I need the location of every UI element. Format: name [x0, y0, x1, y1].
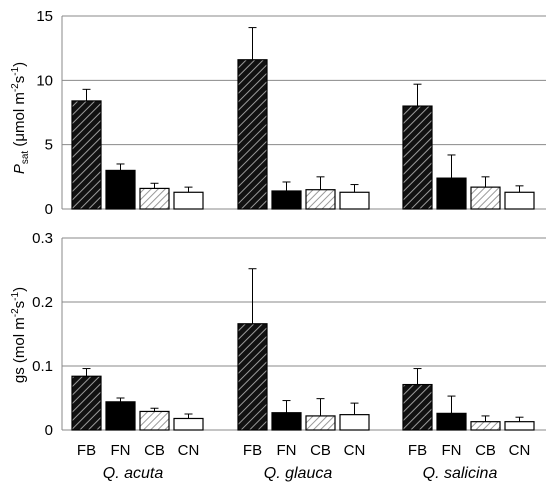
y-tick-label: 5	[45, 137, 53, 154]
bar-fb	[71, 100, 102, 210]
bar-cn	[504, 191, 535, 210]
bar-fn	[105, 401, 136, 431]
bar-cb	[139, 410, 170, 431]
gs-grid	[61, 237, 546, 431]
bar-cb	[139, 187, 170, 210]
psat-panel: 0 5 10 15 Psat (μmol m-2s-1)	[10, 8, 546, 218]
bar-fb	[237, 323, 268, 431]
x-category-label: FN	[442, 442, 462, 459]
bar-fn	[436, 177, 467, 210]
bar-fn	[271, 190, 302, 210]
gs-error-bars	[82, 268, 524, 422]
x-category-label: FN	[277, 442, 297, 459]
species-labels: Q. acuta Q. glauca Q. salicina	[103, 465, 498, 482]
y-tick-label: 0	[45, 201, 53, 218]
bar-cn	[173, 191, 204, 210]
y-tick-label: 0	[45, 422, 53, 439]
x-category-label: FB	[77, 442, 96, 459]
gs-panel: 0 0.1 0.2 0.3 gs (mol m-2s-1)	[10, 230, 546, 439]
y-tick-label: 0.2	[32, 294, 53, 311]
bar-cb	[305, 189, 336, 210]
psat-error-bars	[82, 27, 524, 193]
psat-y-ticks: 0 5 10 15	[36, 8, 53, 218]
y-tick-label: 15	[36, 8, 53, 25]
x-category-labels: FB FN CB CN FB FN CB CN FB FN CB CN	[77, 442, 530, 459]
x-category-label: CN	[178, 442, 200, 459]
bar-fn	[105, 169, 136, 210]
bar-fb	[402, 383, 433, 431]
bar-cb	[470, 186, 501, 210]
x-category-label: CN	[344, 442, 366, 459]
x-category-label: FN	[111, 442, 131, 459]
x-category-label: FB	[408, 442, 427, 459]
bar-cb	[470, 421, 501, 431]
species-label: Q. glauca	[264, 465, 333, 482]
x-category-label: FB	[243, 442, 262, 459]
gs-y-ticks: 0 0.1 0.2 0.3	[32, 230, 53, 439]
bar-fb	[402, 105, 433, 210]
psat-bars	[71, 59, 535, 210]
bar-fb	[71, 375, 102, 431]
gs-bars	[71, 323, 535, 431]
bar-cn	[173, 417, 204, 431]
x-category-label: CN	[509, 442, 531, 459]
y-tick-label: 10	[36, 72, 53, 89]
y-tick-label: 0.3	[32, 230, 53, 247]
x-category-label: CB	[475, 442, 496, 459]
bar-fn	[436, 412, 467, 431]
bar-cb	[305, 415, 336, 431]
species-label: Q. acuta	[103, 465, 164, 482]
y-tick-label: 0.1	[32, 358, 53, 375]
psat-y-axis-label: Psat (μmol m-2s-1)	[10, 62, 31, 174]
bar-fn	[271, 412, 302, 431]
x-category-label: CB	[310, 442, 331, 459]
bar-cn	[339, 414, 370, 431]
bar-fb	[237, 59, 268, 210]
species-label: Q. salicina	[423, 465, 498, 482]
bar-cn	[339, 191, 370, 210]
bar-cn	[504, 421, 535, 431]
x-category-label: CB	[144, 442, 165, 459]
gs-y-axis-label: gs (mol m-2s-1)	[10, 287, 28, 383]
